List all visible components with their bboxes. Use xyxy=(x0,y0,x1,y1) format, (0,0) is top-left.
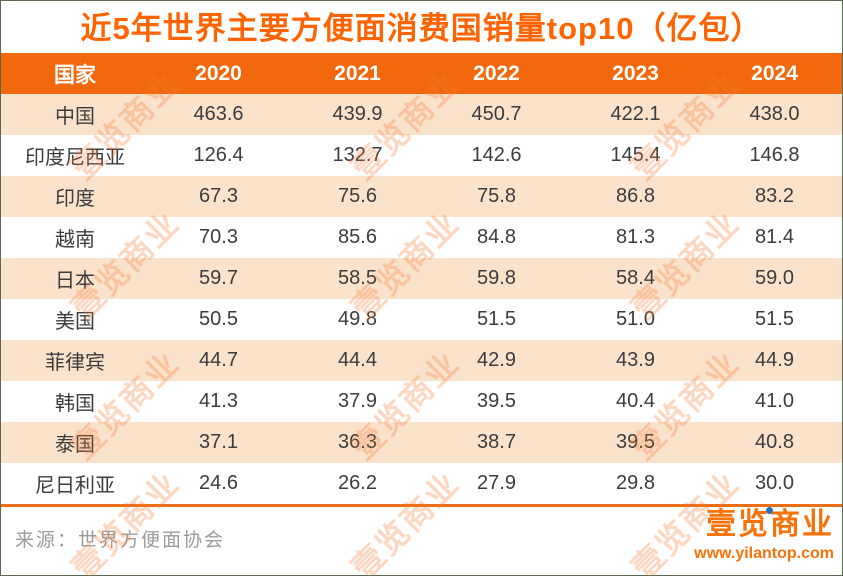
value-cell: 439.9 xyxy=(332,103,383,125)
value-cell: 126.4 xyxy=(193,144,244,166)
value-cell: 85.6 xyxy=(338,226,377,248)
value-cell: 44.9 xyxy=(755,349,794,371)
value-cell: 26.2 xyxy=(338,472,377,494)
value-cell: 38.7 xyxy=(477,431,516,453)
brand-logo-url: www.yilantop.com xyxy=(694,545,834,562)
value-cell: 39.5 xyxy=(616,431,655,453)
country-cell: 泰国 xyxy=(55,434,95,456)
value-cell: 37.1 xyxy=(199,431,238,453)
value-cell: 27.9 xyxy=(477,472,516,494)
column-header: 2020 xyxy=(149,53,288,94)
table-row: 尼日利亚 24.6 26.2 27.9 29.8 30.0 xyxy=(1,463,842,504)
footer-divider xyxy=(1,504,842,507)
country-cell: 越南 xyxy=(55,229,95,251)
table-row: 韩国 41.3 37.9 39.5 40.4 41.0 xyxy=(1,381,842,422)
value-cell: 51.5 xyxy=(477,308,516,330)
value-cell: 81.4 xyxy=(755,226,794,248)
value-cell: 37.9 xyxy=(338,390,377,412)
value-cell: 39.5 xyxy=(477,390,516,412)
table-row: 印度尼西亚 126.4 132.7 142.6 145.4 146.8 xyxy=(1,135,842,176)
value-cell: 40.8 xyxy=(755,431,794,453)
value-cell: 463.6 xyxy=(193,103,244,125)
table-row: 印度 67.3 75.6 75.8 86.8 83.2 xyxy=(1,176,842,217)
column-header: 2024 xyxy=(705,53,842,94)
country-cell: 日本 xyxy=(55,270,95,292)
country-cell: 尼日利亚 xyxy=(35,475,115,497)
country-cell: 菲律宾 xyxy=(45,352,105,374)
value-cell: 59.8 xyxy=(477,267,516,289)
value-cell: 29.8 xyxy=(616,472,655,494)
value-cell: 450.7 xyxy=(471,103,522,125)
source-text: 来源：世界方便面协会 xyxy=(15,530,226,551)
column-header: 国家 xyxy=(1,53,149,94)
value-cell: 58.5 xyxy=(338,267,377,289)
value-cell: 70.3 xyxy=(199,226,238,248)
value-cell: 86.8 xyxy=(616,185,655,207)
column-header: 2022 xyxy=(427,53,566,94)
value-cell: 145.4 xyxy=(610,144,661,166)
brand-logo-name: 壹览商业 xyxy=(706,506,834,544)
value-cell: 30.0 xyxy=(755,472,794,494)
value-cell: 146.8 xyxy=(749,144,800,166)
value-cell: 75.8 xyxy=(477,185,516,207)
table-header-row: 国家 2020 2021 2022 2023 2024 xyxy=(1,53,842,94)
value-cell: 142.6 xyxy=(471,144,522,166)
value-cell: 438.0 xyxy=(749,103,800,125)
table-row: 越南 70.3 85.6 84.8 81.3 81.4 xyxy=(1,217,842,258)
page-title: 近5年世界主要方便面消费国销量top10（亿包） xyxy=(80,11,763,46)
table-body: 中国 463.6 439.9 450.7 422.1 438.0 印度尼西亚 126.4 132… xyxy=(1,94,842,504)
value-cell: 50.5 xyxy=(199,308,238,330)
logo-dot-icon xyxy=(766,507,773,514)
value-cell: 81.3 xyxy=(616,226,655,248)
value-cell: 83.2 xyxy=(755,185,794,207)
table-row: 菲律宾 44.7 44.4 42.9 43.9 44.9 xyxy=(1,340,842,381)
value-cell: 49.8 xyxy=(338,308,377,330)
value-cell: 40.4 xyxy=(616,390,655,412)
table-row: 美国 50.5 49.8 51.5 51.0 51.5 xyxy=(1,299,842,340)
value-cell: 67.3 xyxy=(199,185,238,207)
value-cell: 75.6 xyxy=(338,185,377,207)
value-cell: 24.6 xyxy=(199,472,238,494)
value-cell: 43.9 xyxy=(616,349,655,371)
country-cell: 韩国 xyxy=(55,393,95,415)
value-cell: 44.7 xyxy=(199,349,238,371)
value-cell: 84.8 xyxy=(477,226,516,248)
value-cell: 44.4 xyxy=(338,349,377,371)
column-header: 2021 xyxy=(288,53,427,94)
value-cell: 59.0 xyxy=(755,267,794,289)
table-row: 日本 59.7 58.5 59.8 58.4 59.0 xyxy=(1,258,842,299)
value-cell: 422.1 xyxy=(610,103,661,125)
brand-logo: 壹览商业 www.yilantop.com xyxy=(694,506,834,563)
country-cell: 中国 xyxy=(55,106,95,128)
value-cell: 41.3 xyxy=(199,390,238,412)
value-cell: 58.4 xyxy=(616,267,655,289)
value-cell: 59.7 xyxy=(199,267,238,289)
value-cell: 42.9 xyxy=(477,349,516,371)
country-cell: 美国 xyxy=(55,311,95,333)
table-row: 泰国 37.1 36.3 38.7 39.5 40.8 xyxy=(1,422,842,463)
column-header: 2023 xyxy=(566,53,705,94)
value-cell: 51.5 xyxy=(755,308,794,330)
consumption-table: 国家 2020 2021 2022 2023 2024 中国 463.6 439.9 450.7… xyxy=(1,53,842,504)
country-cell: 印度 xyxy=(55,188,95,210)
country-cell: 印度尼西亚 xyxy=(25,147,125,169)
value-cell: 51.0 xyxy=(616,308,655,330)
value-cell: 36.3 xyxy=(338,431,377,453)
value-cell: 41.0 xyxy=(755,390,794,412)
value-cell: 132.7 xyxy=(332,144,383,166)
table-row: 中国 463.6 439.9 450.7 422.1 438.0 xyxy=(1,94,842,135)
